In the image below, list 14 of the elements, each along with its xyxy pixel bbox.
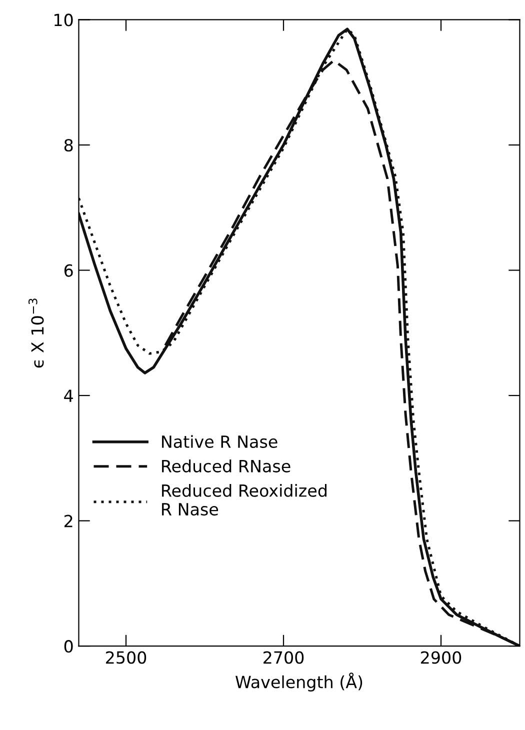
- y-axis-title: ϵ X 10$^{−3}$: [28, 298, 44, 368]
- y-tick-label: 4: [64, 390, 73, 402]
- y-tick-label: 6: [64, 264, 73, 277]
- legend-label: Reduced RNase: [162, 460, 290, 472]
- x-tick-label: 2700: [264, 651, 304, 664]
- y-tick-label: 0: [64, 640, 73, 653]
- y-tick-label: 2: [64, 514, 72, 528]
- x-axis-title: Wavelength (Å): [236, 672, 362, 692]
- y-tick-label: 10: [54, 14, 73, 26]
- x-tick-label: 2900: [421, 651, 462, 664]
- legend-label: Native R Nase: [162, 435, 278, 448]
- x-tick-label: 2500: [106, 651, 146, 664]
- y-tick-label: 8: [64, 138, 73, 152]
- legend-label: Reduced Reoxidized R Nase: [162, 484, 326, 516]
